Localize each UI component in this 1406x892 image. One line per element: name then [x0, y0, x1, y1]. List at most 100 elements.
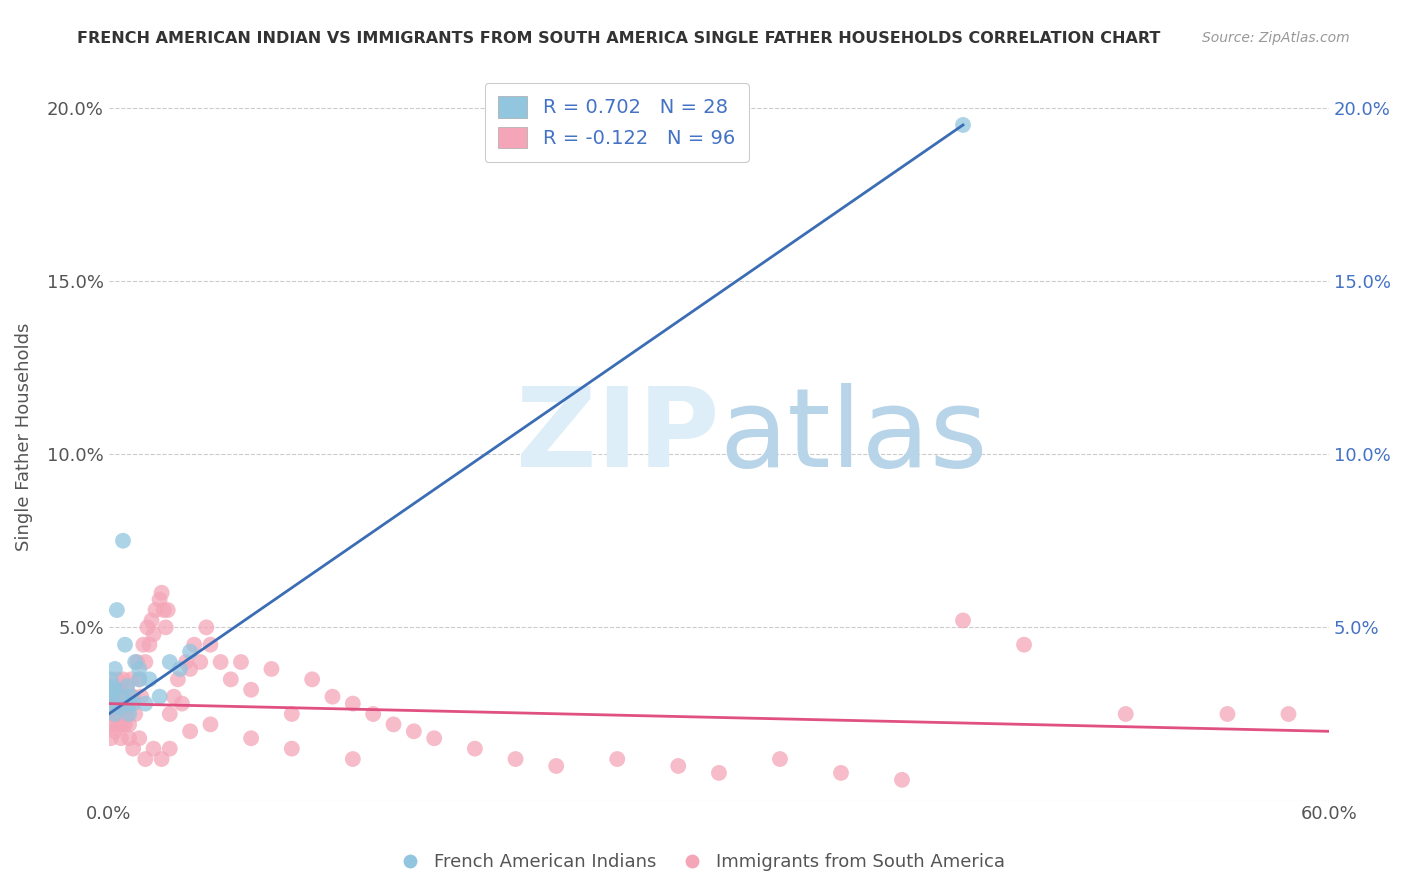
- Point: [183, 638, 205, 652]
- Point: [114, 706, 136, 721]
- Point: [142, 741, 165, 756]
- Point: [150, 752, 173, 766]
- Point: [707, 765, 730, 780]
- Point: [134, 655, 156, 669]
- Point: [159, 741, 181, 756]
- Point: [104, 662, 127, 676]
- Point: [115, 697, 138, 711]
- Point: [169, 662, 191, 676]
- Point: [110, 706, 132, 721]
- Point: [104, 690, 127, 704]
- Point: [105, 673, 128, 687]
- Point: [111, 717, 134, 731]
- Point: [101, 682, 124, 697]
- Point: [104, 682, 127, 697]
- Point: [110, 731, 132, 746]
- Point: [100, 731, 122, 746]
- Point: [100, 717, 122, 731]
- Point: [423, 731, 446, 746]
- Point: [100, 697, 122, 711]
- Point: [101, 706, 124, 721]
- Point: [301, 673, 323, 687]
- Point: [156, 603, 179, 617]
- Point: [101, 717, 124, 731]
- Point: [260, 662, 283, 676]
- Point: [342, 752, 364, 766]
- Point: [1277, 706, 1299, 721]
- Point: [240, 731, 263, 746]
- Point: [179, 724, 201, 739]
- Point: [342, 697, 364, 711]
- Point: [110, 690, 132, 704]
- Point: [111, 533, 134, 548]
- Point: [179, 645, 201, 659]
- Point: [118, 731, 141, 746]
- Point: [1012, 638, 1035, 652]
- Point: [138, 638, 160, 652]
- Point: [111, 697, 134, 711]
- Text: FRENCH AMERICAN INDIAN VS IMMIGRANTS FROM SOUTH AMERICA SINGLE FATHER HOUSEHOLDS: FRENCH AMERICAN INDIAN VS IMMIGRANTS FRO…: [77, 31, 1161, 46]
- Point: [159, 706, 181, 721]
- Point: [108, 717, 131, 731]
- Point: [281, 741, 304, 756]
- Point: [128, 662, 150, 676]
- Point: [505, 752, 527, 766]
- Point: [120, 673, 142, 687]
- Point: [195, 620, 218, 634]
- Point: [108, 682, 131, 697]
- Point: [115, 706, 138, 721]
- Point: [128, 731, 150, 746]
- Point: [105, 603, 128, 617]
- Point: [219, 673, 242, 687]
- Point: [209, 655, 232, 669]
- Point: [321, 690, 343, 704]
- Text: Source: ZipAtlas.com: Source: ZipAtlas.com: [1202, 31, 1350, 45]
- Point: [122, 690, 145, 704]
- Point: [104, 724, 127, 739]
- Point: [104, 706, 127, 721]
- Point: [666, 759, 689, 773]
- Point: [100, 697, 122, 711]
- Point: [952, 118, 974, 132]
- Point: [1115, 706, 1137, 721]
- Point: [100, 673, 122, 687]
- Point: [110, 682, 132, 697]
- Point: [163, 690, 186, 704]
- Point: [830, 765, 852, 780]
- Legend: French American Indians, Immigrants from South America: French American Indians, Immigrants from…: [394, 847, 1012, 879]
- Point: [149, 690, 172, 704]
- Point: [105, 697, 128, 711]
- Point: [127, 655, 149, 669]
- Point: [188, 655, 211, 669]
- Point: [142, 627, 165, 641]
- Point: [200, 638, 222, 652]
- Point: [606, 752, 628, 766]
- Point: [229, 655, 252, 669]
- Point: [101, 690, 124, 704]
- Point: [174, 655, 197, 669]
- Point: [115, 679, 138, 693]
- Point: [118, 706, 141, 721]
- Point: [114, 717, 136, 731]
- Point: [100, 682, 122, 697]
- Point: [124, 655, 146, 669]
- Point: [114, 638, 136, 652]
- Point: [108, 700, 131, 714]
- Point: [170, 697, 193, 711]
- Point: [129, 690, 152, 704]
- Point: [105, 706, 128, 721]
- Point: [149, 592, 172, 607]
- Point: [118, 717, 141, 731]
- Point: [167, 673, 190, 687]
- Point: [382, 717, 405, 731]
- Point: [132, 638, 155, 652]
- Point: [464, 741, 486, 756]
- Point: [111, 673, 134, 687]
- Point: [118, 697, 141, 711]
- Point: [118, 697, 141, 711]
- Point: [200, 717, 222, 731]
- Point: [114, 690, 136, 704]
- Point: [152, 603, 174, 617]
- Point: [115, 682, 138, 697]
- Point: [179, 662, 201, 676]
